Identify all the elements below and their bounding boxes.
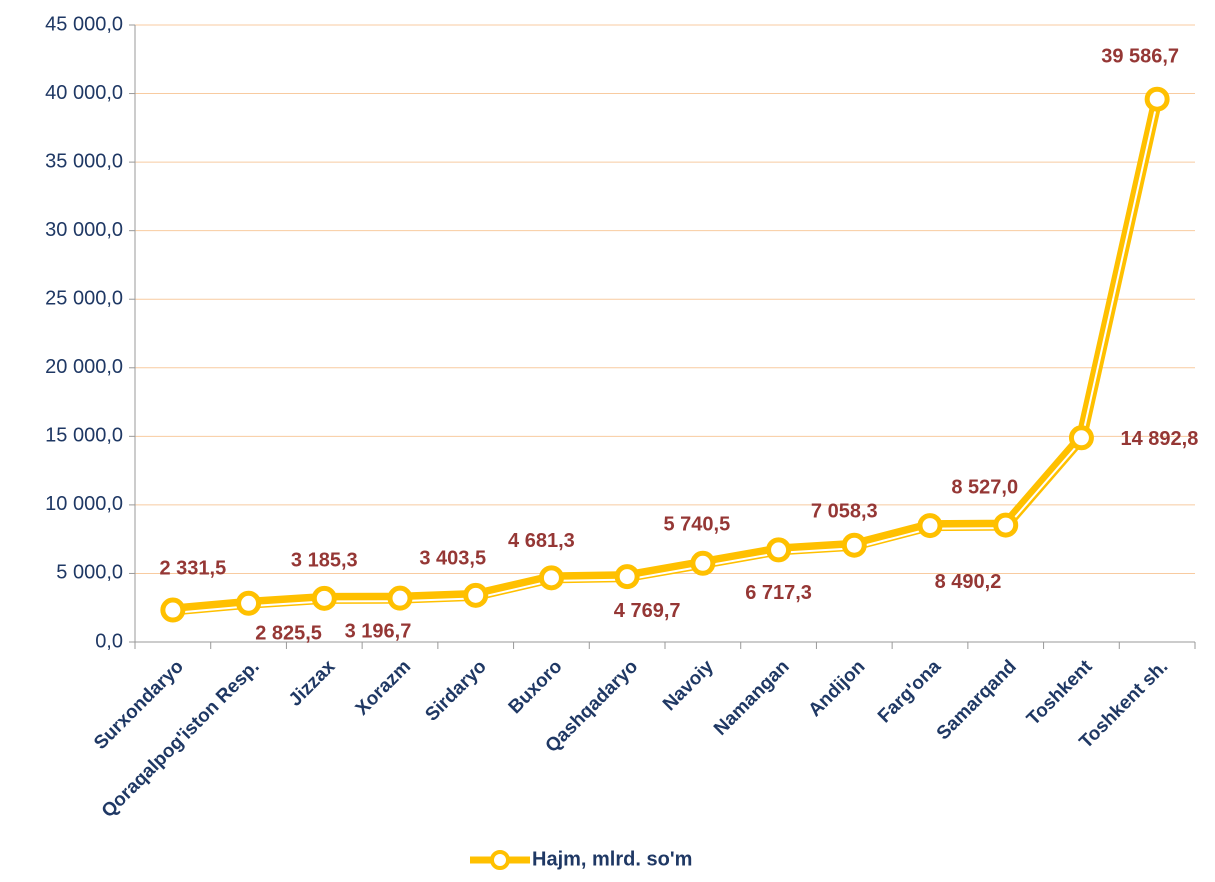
x-tick-label: Jizzax: [285, 656, 340, 711]
x-tick-label: Toshkent: [1023, 656, 1097, 730]
y-tick-label: 15 000,0: [45, 425, 123, 447]
x-tick-label: Sirdaryo: [421, 656, 490, 725]
marker: [463, 582, 489, 608]
marker: [841, 532, 867, 558]
marker: [917, 513, 943, 539]
marker: [1068, 425, 1094, 451]
data-label: 3 403,5: [419, 548, 486, 570]
x-tick-label: Buxoro: [505, 656, 567, 718]
data-label: 6 717,3: [745, 582, 812, 604]
data-label: 2 825,5: [255, 623, 322, 645]
y-tick-label: 20 000,0: [45, 356, 123, 378]
y-tick-label: 40 000,0: [45, 82, 123, 104]
data-label: 4 769,7: [614, 600, 681, 622]
x-tick-label: Farg'ona: [874, 656, 945, 727]
x-tick-label: Samarqand: [933, 656, 1021, 744]
data-label: 4 681,3: [508, 530, 575, 552]
marker: [387, 585, 413, 611]
x-tick-label: Namangan: [710, 656, 794, 740]
y-tick-label: 5 000,0: [56, 562, 123, 584]
marker: [993, 512, 1019, 538]
data-label: 3 185,3: [291, 550, 358, 572]
marker: [766, 537, 792, 563]
y-tick-label: 45 000,0: [45, 13, 123, 35]
marker: [538, 565, 564, 591]
marker: [1144, 86, 1170, 112]
y-tick-label: 25 000,0: [45, 288, 123, 310]
marker: [236, 590, 262, 616]
y-tick-label: 35 000,0: [45, 150, 123, 172]
marker: [614, 564, 640, 590]
data-label: 5 740,5: [663, 514, 730, 536]
x-tick-label: Xorazm: [352, 656, 415, 719]
data-label: 7 058,3: [811, 501, 878, 523]
data-label: 8 527,0: [951, 476, 1018, 498]
legend-marker: [490, 850, 510, 870]
y-tick-label: 30 000,0: [45, 219, 123, 241]
marker: [160, 597, 186, 623]
x-tick-label: Qoraqalpog'iston Resp.: [98, 656, 264, 822]
marker: [690, 550, 716, 576]
y-tick-label: 10 000,0: [45, 493, 123, 515]
legend-label: Hajm, mlrd. so'm: [532, 848, 692, 870]
data-label: 14 892,8: [1120, 428, 1198, 450]
y-tick-label: 0,0: [95, 630, 123, 652]
x-tick-label: Navoiy: [659, 656, 718, 715]
line-highlight: [172, 102, 1159, 615]
marker: [311, 585, 337, 611]
data-label: 2 331,5: [159, 557, 226, 579]
line: [172, 98, 1163, 616]
x-tick-label: Andijon: [805, 656, 870, 721]
data-label: 39 586,7: [1101, 46, 1179, 68]
data-label: 3 196,7: [345, 620, 412, 642]
data-label: 8 490,2: [935, 571, 1002, 593]
